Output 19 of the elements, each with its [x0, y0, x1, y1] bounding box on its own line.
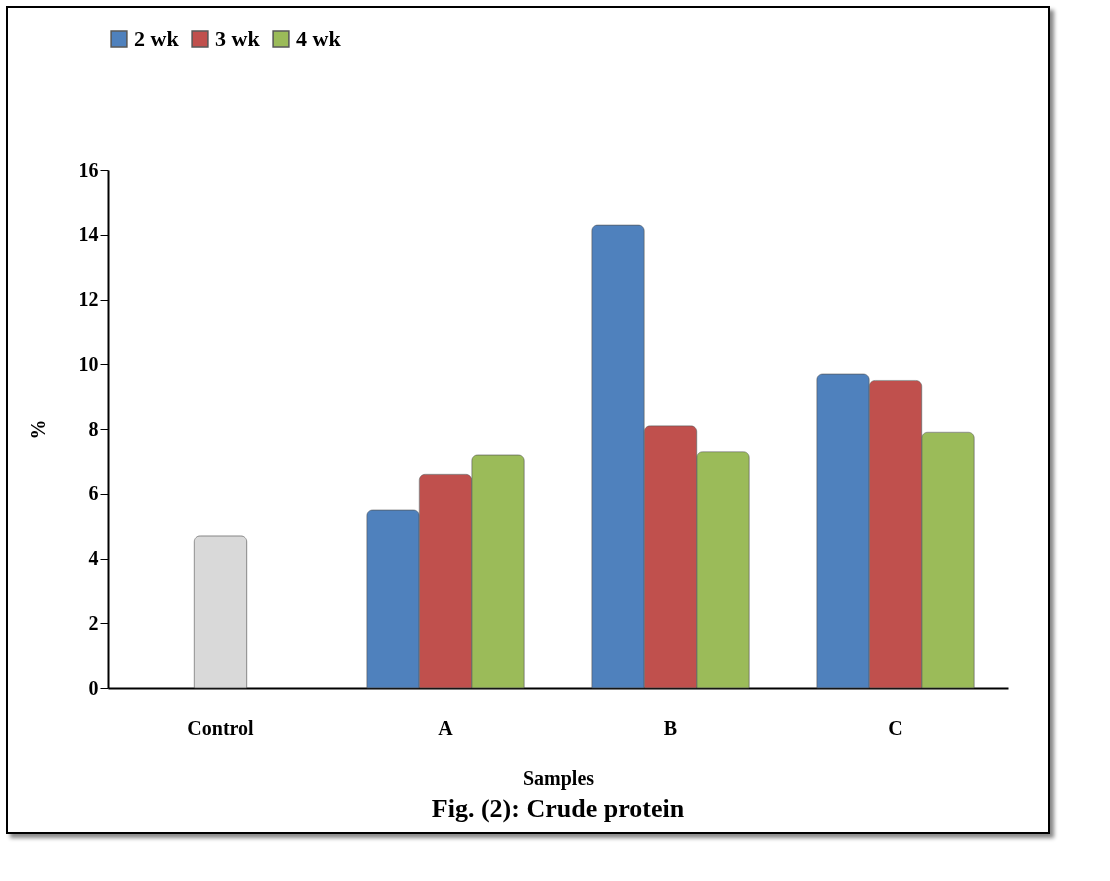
y-tick-label: 2: [88, 611, 99, 634]
y-tick-label: 0: [88, 676, 99, 699]
x-tick-label: C: [888, 716, 903, 739]
text: Fig. (2): Crude protein: [431, 794, 685, 823]
y-tick-label: 4: [88, 547, 99, 569]
legend-label: 3 wk: [215, 26, 261, 51]
y-tick-label: 14: [78, 223, 99, 246]
y-tick-label: 12: [78, 288, 99, 310]
y-tick-label: 8: [88, 417, 99, 440]
legend-label: 2 wk: [134, 26, 180, 51]
x-tick-label: A: [438, 716, 454, 739]
legend-label: 4 wk: [296, 26, 342, 51]
x-axis-title: Samples: [522, 766, 595, 790]
x-tick-label: Control: [187, 716, 255, 739]
x-tick-label: B: [663, 716, 678, 739]
y-axis-title: %: [26, 419, 49, 440]
y-tick-label: 16: [78, 158, 99, 181]
y-tick-label: 10: [78, 352, 99, 375]
y-tick-label: 6: [88, 482, 99, 505]
